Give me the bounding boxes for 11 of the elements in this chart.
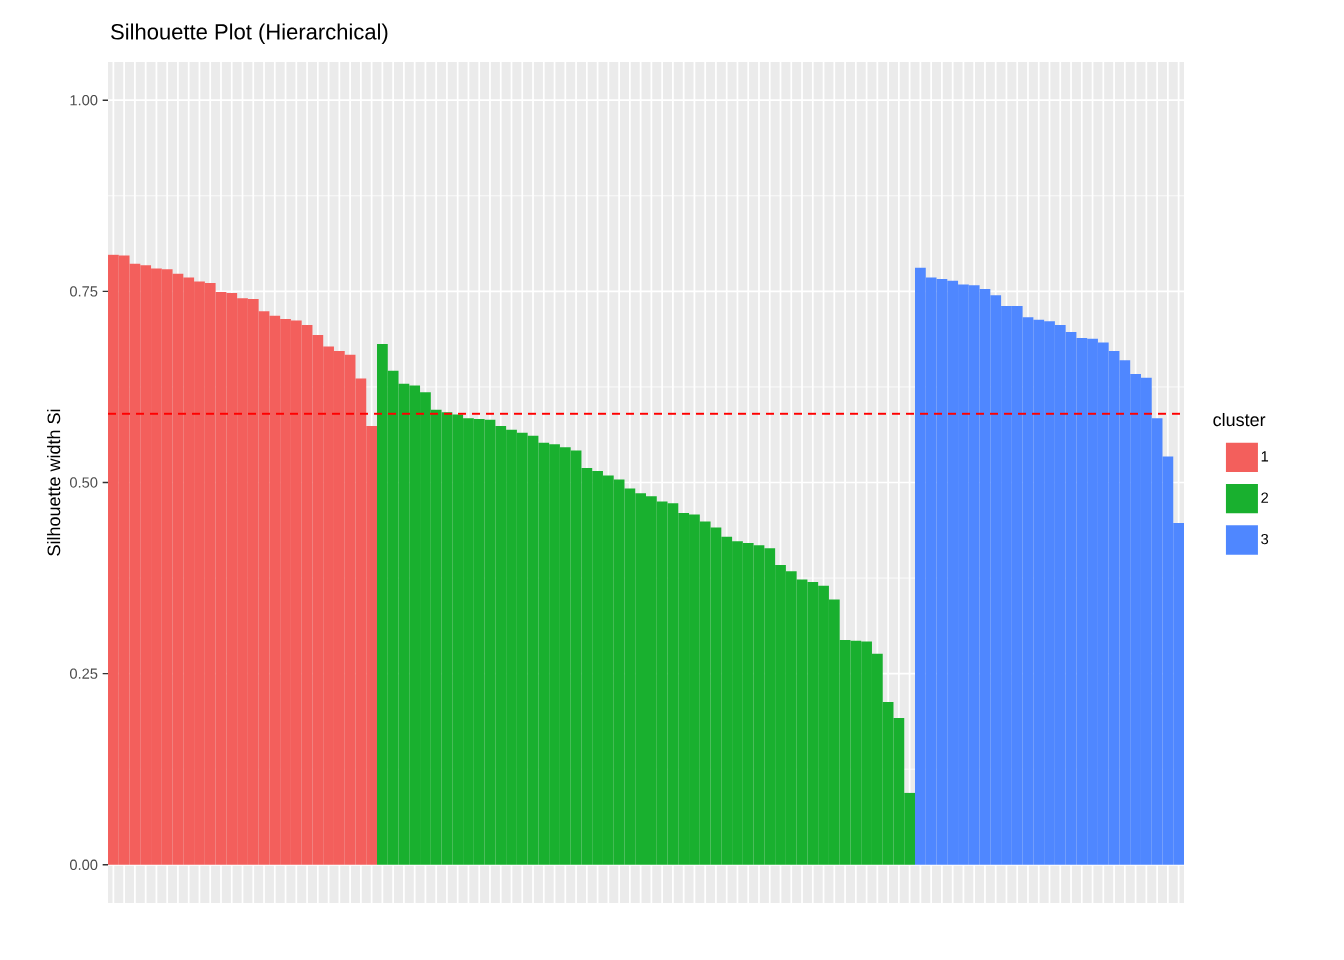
- y-tick-label: 1.00: [70, 95, 98, 106]
- legend-label: 1: [1261, 451, 1269, 462]
- chart-title: Silhouette Plot (Hierarchical): [111, 23, 388, 44]
- legend-label: 2: [1261, 492, 1269, 503]
- y-tick-label: 0.75: [69, 286, 98, 297]
- y-tick-label: 0.50: [69, 477, 98, 488]
- legend-label: 3: [1261, 533, 1269, 545]
- y-tick-label: 0.00: [69, 859, 98, 870]
- legend-title: cluster: [1213, 412, 1266, 427]
- y-tick-label: 0.25: [69, 668, 98, 679]
- y-axis-title: Silhouette width Si: [47, 409, 61, 556]
